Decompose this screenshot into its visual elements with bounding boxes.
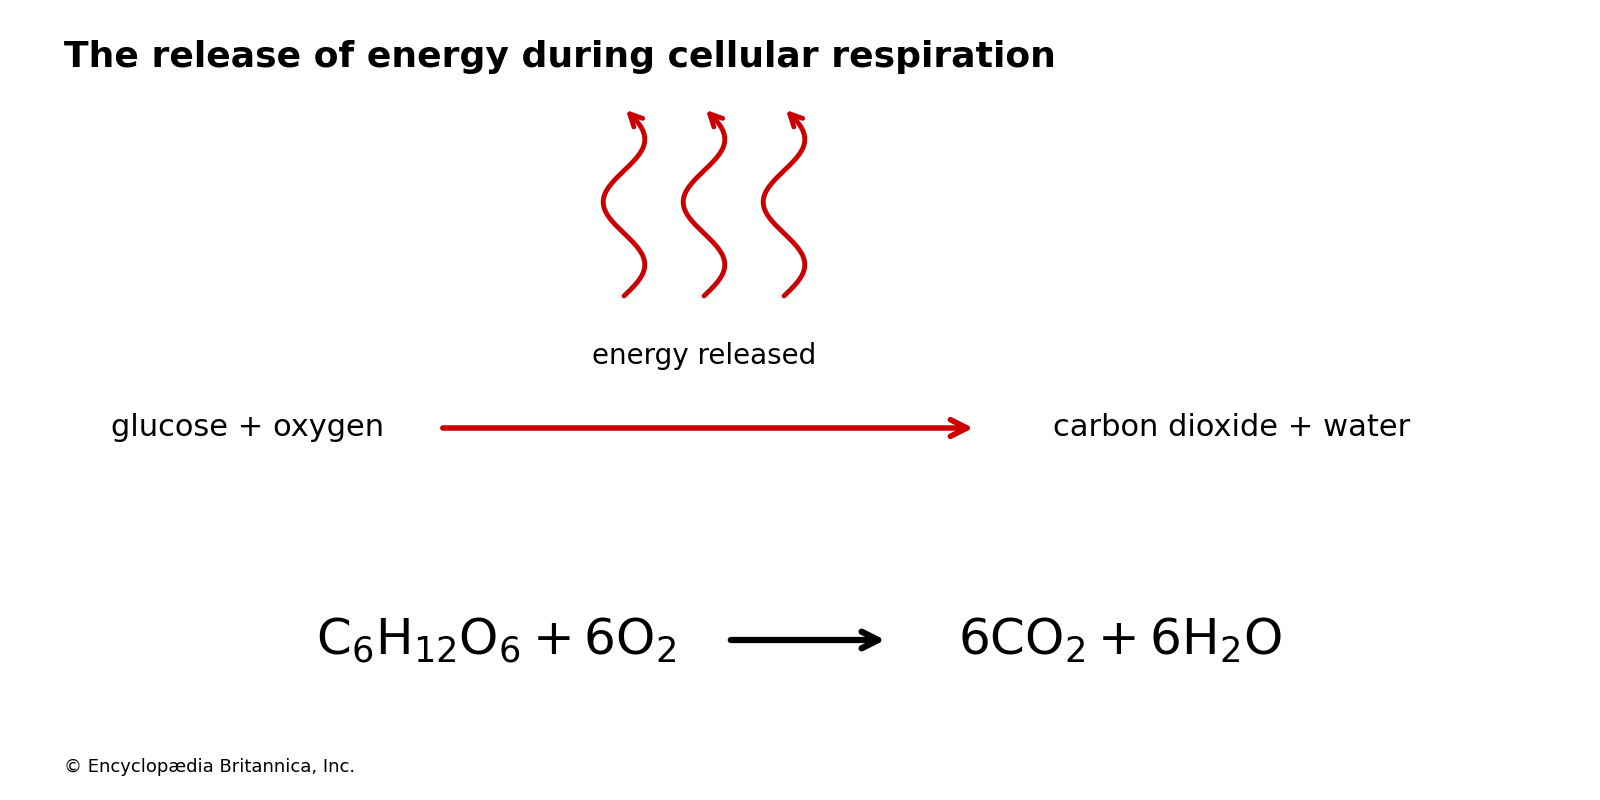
Text: $\mathregular{C_6H_{12}O_6 + 6O_2}$: $\mathregular{C_6H_{12}O_6 + 6O_2}$ bbox=[315, 615, 677, 665]
Text: energy released: energy released bbox=[592, 342, 816, 370]
Text: $\mathregular{6CO_2 + 6H_2O}$: $\mathregular{6CO_2 + 6H_2O}$ bbox=[958, 615, 1282, 665]
Text: carbon dioxide + water: carbon dioxide + water bbox=[1053, 414, 1411, 442]
Text: © Encyclopædia Britannica, Inc.: © Encyclopædia Britannica, Inc. bbox=[64, 758, 355, 776]
Text: The release of energy during cellular respiration: The release of energy during cellular re… bbox=[64, 40, 1056, 74]
Text: glucose + oxygen: glucose + oxygen bbox=[112, 414, 384, 442]
